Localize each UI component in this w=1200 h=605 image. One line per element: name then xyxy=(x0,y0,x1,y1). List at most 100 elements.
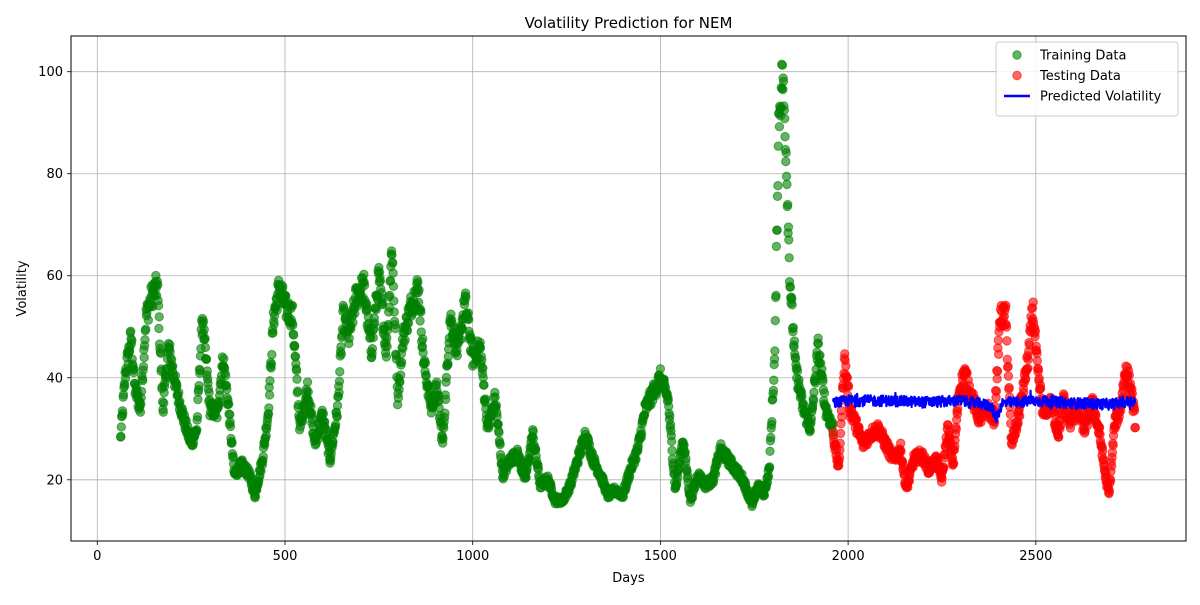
data-point xyxy=(159,398,169,408)
data-point xyxy=(842,372,853,383)
data-point xyxy=(288,320,298,330)
data-point xyxy=(813,338,824,349)
data-point xyxy=(266,359,277,369)
y-tick-label: 100 xyxy=(38,65,63,80)
data-point xyxy=(287,300,298,311)
data-point xyxy=(1105,475,1116,486)
data-point xyxy=(784,253,794,263)
data-point xyxy=(370,318,380,328)
data-point xyxy=(332,412,342,422)
data-point xyxy=(168,361,178,371)
x-tick-label: 1500 xyxy=(644,549,677,564)
data-point xyxy=(475,343,486,353)
data-point xyxy=(837,412,847,422)
data-point xyxy=(778,76,789,86)
data-point xyxy=(393,393,404,403)
data-point xyxy=(388,281,399,292)
data-point xyxy=(772,225,782,235)
data-point xyxy=(400,335,410,345)
data-point xyxy=(220,370,231,381)
data-point xyxy=(440,408,450,418)
data-point xyxy=(440,394,451,405)
data-point xyxy=(264,390,275,400)
data-point xyxy=(1003,361,1013,372)
data-point xyxy=(494,427,504,438)
legend-marker-testing-data xyxy=(1012,70,1022,81)
data-point xyxy=(478,363,488,373)
data-point xyxy=(991,386,1002,397)
data-point xyxy=(774,121,785,132)
data-point xyxy=(456,334,466,345)
data-point xyxy=(835,428,846,439)
data-point xyxy=(200,342,211,353)
data-point xyxy=(418,334,428,344)
y-tick-label: 80 xyxy=(46,167,63,182)
data-point xyxy=(318,409,328,419)
data-point xyxy=(835,438,845,449)
data-point xyxy=(389,307,399,317)
data-point xyxy=(1033,364,1044,374)
data-point xyxy=(631,454,641,465)
data-point xyxy=(222,384,232,394)
data-point xyxy=(1127,388,1138,399)
legend-label-training-data: Training Data xyxy=(1039,49,1126,64)
y-tick-label: 20 xyxy=(46,473,63,488)
data-point xyxy=(415,316,425,326)
data-point xyxy=(228,451,238,462)
data-point xyxy=(768,385,779,396)
data-point xyxy=(948,458,959,468)
data-point xyxy=(192,424,202,435)
data-point xyxy=(332,400,343,411)
y-tick-label: 40 xyxy=(46,371,63,386)
data-point xyxy=(388,268,398,278)
data-point xyxy=(438,434,448,444)
legend: Training Data Testing Data Predicted Volat… xyxy=(995,41,1179,117)
data-point xyxy=(330,419,341,430)
data-point xyxy=(1023,354,1034,365)
data-point xyxy=(896,446,906,457)
data-point xyxy=(1028,297,1038,307)
data-point xyxy=(1032,356,1043,366)
data-point xyxy=(390,323,401,334)
data-point xyxy=(212,413,222,423)
data-point xyxy=(484,420,494,430)
data-point xyxy=(765,446,775,457)
data-point xyxy=(192,411,203,422)
data-point xyxy=(1002,336,1012,346)
data-point xyxy=(431,377,442,387)
data-point xyxy=(367,344,378,354)
series-line-predicted-volatility xyxy=(832,389,1137,424)
data-point xyxy=(334,387,344,398)
data-point xyxy=(127,335,137,346)
data-point xyxy=(402,326,413,336)
x-tick-label: 2500 xyxy=(1019,549,1052,564)
data-point xyxy=(138,362,149,372)
data-point xyxy=(1019,387,1029,398)
data-point xyxy=(655,364,666,374)
data-point xyxy=(193,394,203,405)
data-point xyxy=(636,429,647,439)
legend-label-testing-data: Testing Data xyxy=(1039,69,1121,84)
data-point xyxy=(265,376,275,386)
data-point xyxy=(135,407,146,417)
data-point xyxy=(443,359,453,370)
data-point xyxy=(780,131,790,142)
data-point xyxy=(1104,486,1115,496)
data-point xyxy=(420,358,431,368)
data-point xyxy=(1023,363,1033,374)
data-point xyxy=(818,376,828,387)
y-tick-label: 60 xyxy=(46,269,63,284)
y-axis-label: Volatility xyxy=(15,260,30,316)
data-point xyxy=(841,361,851,371)
data-point xyxy=(359,280,370,290)
data-point xyxy=(785,282,796,292)
data-point xyxy=(809,387,819,398)
data-layer xyxy=(115,59,1141,512)
data-point xyxy=(477,355,487,365)
data-point xyxy=(463,314,474,325)
data-point xyxy=(225,421,236,432)
tick-layer: 0 500 1000 1500 2000 2500 20 40 60 80 100 xyxy=(38,65,1052,564)
data-point xyxy=(951,424,961,434)
data-point xyxy=(767,417,777,427)
data-point xyxy=(808,395,819,406)
